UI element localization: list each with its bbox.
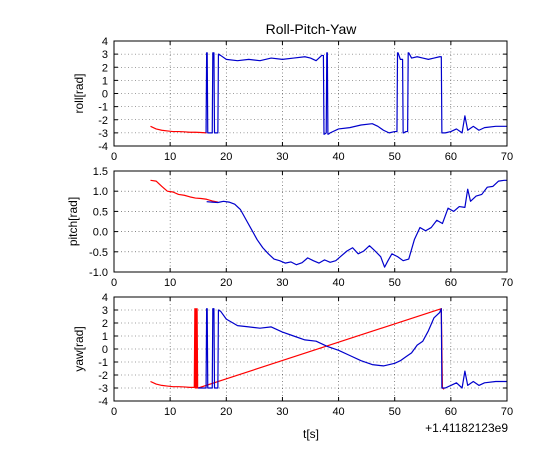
- yaw-series-line-blue: [198, 308, 507, 389]
- pitch-axes-frame: [113, 170, 508, 273]
- pitch-y-tick-label: 1.0: [93, 186, 108, 198]
- pitch-x-tick-label: 20: [220, 277, 232, 289]
- x-axis-label: t[s]: [303, 427, 319, 441]
- yaw-series-group: [150, 308, 507, 390]
- roll-y-tick-label: -3: [98, 128, 108, 140]
- roll-x-tick-label: 10: [164, 151, 176, 163]
- roll-x-tick-label: 70: [501, 151, 513, 163]
- roll-y-tick-label: 4: [102, 36, 108, 48]
- pitch-y-tick-label: 0.0: [93, 227, 108, 239]
- yaw-y-tick-label: 4: [102, 292, 108, 304]
- roll-x-tick-label: 30: [276, 151, 288, 163]
- pitch-x-tick-label: 40: [332, 277, 344, 289]
- pitch-x-tick-label: 30: [276, 277, 288, 289]
- roll-y-axis-label: roll[rad]: [72, 73, 86, 113]
- yaw-y-tick-label: -1: [98, 357, 108, 369]
- roll-series-group: [150, 52, 507, 135]
- pitch-x-tick-label: 0: [111, 277, 117, 289]
- roll-y-tick-label: -1: [98, 102, 108, 114]
- yaw-x-tick-label: 70: [501, 406, 513, 418]
- pitch-subplot: 0 10 20 30 40 50 60 70 -1.0 -0.5 0.0 0.5 1.0 1.5 pitch…: [66, 166, 513, 289]
- yaw-x-tick-label: 20: [220, 406, 232, 418]
- yaw-x-tick-label: 30: [276, 406, 288, 418]
- yaw-y-tick-label: 0: [102, 344, 108, 356]
- pitch-x-tick-label: 10: [164, 277, 176, 289]
- pitch-y-tick-label: 1.5: [93, 166, 108, 178]
- x-axis-offset-label: +1.41182123e9: [425, 421, 508, 435]
- roll-y-tick-label: -4: [98, 141, 108, 153]
- pitch-y-tick-label: -1.0: [89, 267, 108, 279]
- pitch-x-tick-label: 60: [445, 277, 457, 289]
- roll-y-tick-label: 1: [102, 75, 108, 87]
- yaw-x-tick-label: 60: [445, 406, 457, 418]
- yaw-y-tick-label: -2: [98, 370, 108, 382]
- yaw-x-tick-label: 0: [111, 406, 117, 418]
- roll-x-tick-label: 50: [389, 151, 401, 163]
- yaw-y-tick-label: 2: [102, 318, 108, 330]
- roll-x-tick-label: 0: [111, 151, 117, 163]
- roll-y-tick-label: 3: [102, 49, 108, 61]
- pitch-series-line-red: [150, 179, 218, 203]
- roll-x-tick-label: 20: [220, 151, 232, 163]
- roll-y-tick-label: 2: [102, 62, 108, 74]
- roll-y-tick-label: 0: [102, 89, 108, 101]
- yaw-y-tick-label: 3: [102, 305, 108, 317]
- roll-x-tick-label: 40: [332, 151, 344, 163]
- yaw-x-tick-label: 10: [164, 406, 176, 418]
- yaw-x-tick-label: 40: [332, 406, 344, 418]
- pitch-x-tick-label: 50: [389, 277, 401, 289]
- figure-title: Roll-Pitch-Yaw: [266, 21, 358, 37]
- roll-series-line-blue: [205, 52, 507, 135]
- pitch-series-line-blue: [206, 179, 507, 268]
- pitch-x-tick-label: 70: [501, 277, 513, 289]
- yaw-series-line-red: [150, 308, 445, 390]
- yaw-x-tick-label: 50: [389, 406, 401, 418]
- roll-y-tick-label: -2: [98, 115, 108, 127]
- yaw-y-tick-label: 1: [102, 331, 108, 343]
- pitch-y-tick-label: -0.5: [89, 247, 108, 259]
- pitch-y-axis-label: pitch[rad]: [66, 197, 80, 246]
- roll-x-tick-label: 60: [445, 151, 457, 163]
- roll-series-line-red: [150, 125, 207, 134]
- yaw-y-tick-label: -3: [98, 383, 108, 395]
- pitch-y-tick-label: 0.5: [93, 206, 108, 218]
- pitch-series-group: [150, 179, 507, 268]
- yaw-y-axis-label: yaw[rad]: [72, 326, 86, 371]
- yaw-y-tick-label: -4: [98, 396, 108, 408]
